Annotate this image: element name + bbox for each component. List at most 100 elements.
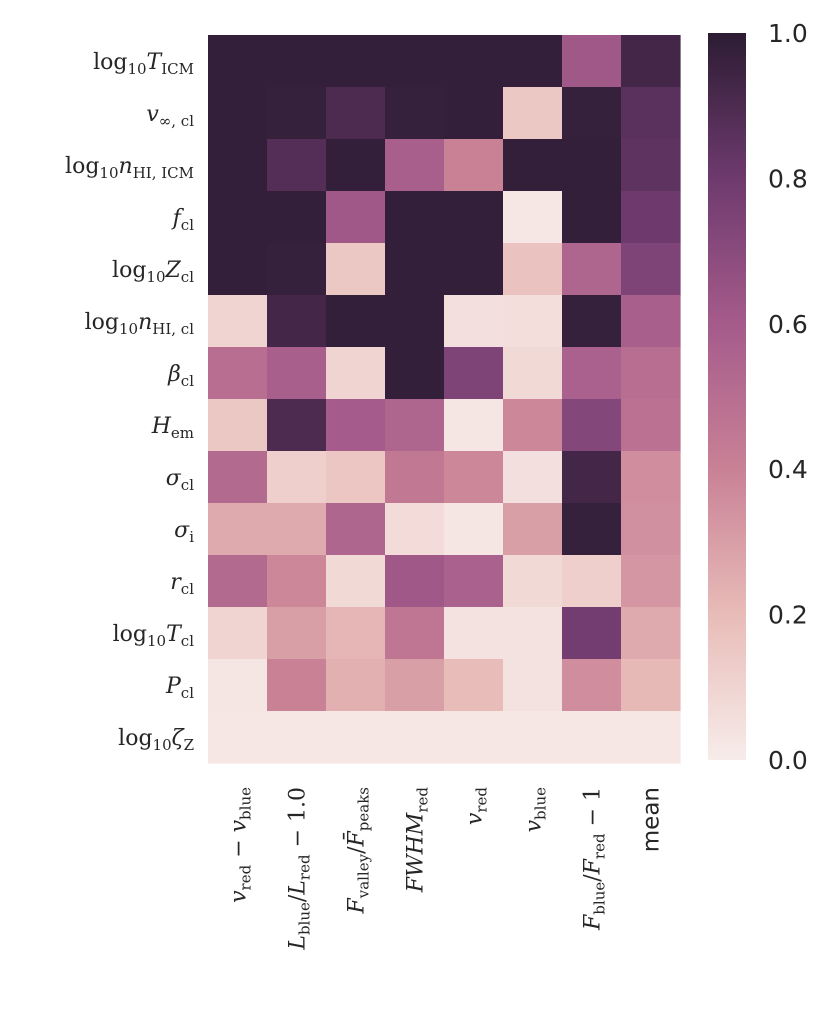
heatmap-cell-logn_cl-Lratio	[267, 295, 327, 348]
heatmap-cell-sigma_cl-FWHM	[385, 451, 445, 504]
heatmap-cell-P_cl-FWHM	[385, 659, 445, 712]
column-label-vblue: vblue​	[522, 787, 550, 832]
heatmap-cell-v_inf_cl-Fvalley	[326, 87, 386, 140]
heatmap-cell-v_inf_cl-Lratio	[267, 87, 327, 140]
heatmap-cell-v_inf_cl-vblue	[503, 87, 563, 140]
heatmap-cell-logn_ICM-Fvalley	[326, 139, 386, 192]
heatmap-cell-logn_cl-Fvalley	[326, 295, 386, 348]
heatmap-cell-r_cl-Lratio	[267, 555, 327, 608]
colorbar-tick-1-0: 1.0	[768, 19, 808, 48]
heatmap-cell-f_cl-Fratio	[562, 191, 622, 244]
heatmap-cell-logn_ICM-vblue	[503, 139, 563, 192]
column-label-vred: vred​	[463, 787, 491, 825]
heatmap-cell-beta_cl-Fratio	[562, 347, 622, 400]
heatmap-cell-r_cl-Fratio	[562, 555, 622, 608]
column-labels: vred​ − vblue​ Lblue​/Lred​ − 1.0 Fvalley​…	[227, 787, 665, 951]
heatmap-cell-beta_cl-vred_minus_vblue	[208, 347, 268, 400]
heatmap-cell-v_inf_cl-mean	[621, 87, 681, 140]
row-labels: log10​TICM​ v∞, cl​ log10​nHI, ICM​ fcl​ log…	[65, 50, 194, 754]
heatmap-cell-sigma_cl-Fvalley	[326, 451, 386, 504]
heatmap-cell-P_cl-vred_minus_vblue	[208, 659, 268, 712]
column-label-Fvalley: Fvalley​/F̄peaks​	[342, 787, 372, 915]
heatmap-cell-r_cl-Fvalley	[326, 555, 386, 608]
row-label-logT_cl: log10​Tcl​	[113, 622, 195, 650]
heatmap-cell-logzeta-Fratio	[562, 711, 622, 764]
colorbar-tick-0-2: 0.2	[768, 601, 808, 630]
heatmap-cell-H_em-vred_minus_vblue	[208, 399, 268, 452]
heatmap-cell-beta_cl-FWHM	[385, 347, 445, 400]
heatmap-cell-logn_cl-FWHM	[385, 295, 445, 348]
heatmap-cell-logT_cl-Fratio	[562, 607, 622, 660]
heatmap-cell-r_cl-vred	[444, 555, 504, 608]
heatmap-cell-P_cl-vblue	[503, 659, 563, 712]
row-label-beta_cl: βcl​	[167, 362, 194, 390]
colorbar-tick-0-4: 0.4	[768, 455, 808, 484]
heatmap-cell-sigma_cl-vred_minus_vblue	[208, 451, 268, 504]
heatmap-cell-logZ_cl-vred_minus_vblue	[208, 243, 268, 296]
heatmap-cell-P_cl-vred	[444, 659, 504, 712]
heatmap-cell-f_cl-vred	[444, 191, 504, 244]
heatmap-cell-v_inf_cl-vred_minus_vblue	[208, 87, 268, 140]
heatmap-cell-logzeta-mean	[621, 711, 681, 764]
heatmap-cell-H_em-Lratio	[267, 399, 327, 452]
heatmap-cell-logn_cl-mean	[621, 295, 681, 348]
heatmap-cell-f_cl-Lratio	[267, 191, 327, 244]
heatmap-cell-f_cl-vred_minus_vblue	[208, 191, 268, 244]
heatmap-cell-r_cl-vred_minus_vblue	[208, 555, 268, 608]
heatmap-cell-P_cl-Fvalley	[326, 659, 386, 712]
row-label-v_inf_cl: v∞, cl​	[146, 102, 194, 130]
heatmap-cell-v_inf_cl-vred	[444, 87, 504, 140]
heatmap-cell-sigma_i-vred_minus_vblue	[208, 503, 268, 556]
heatmap-cell-logT_cl-vblue	[503, 607, 563, 660]
heatmap-cell-logn_ICM-FWHM	[385, 139, 445, 192]
heatmap-cell-logn_cl-Fratio	[562, 295, 622, 348]
heatmap-cell-logZ_cl-Fratio	[562, 243, 622, 296]
heatmap-cell-sigma_i-FWHM	[385, 503, 445, 556]
heatmap-cell-beta_cl-Fvalley	[326, 347, 386, 400]
column-label-mean: mean	[639, 787, 665, 852]
heatmap-cell-beta_cl-vred	[444, 347, 504, 400]
heatmap-cell-H_em-Fratio	[562, 399, 622, 452]
heatmap-cell-logn_cl-vred_minus_vblue	[208, 295, 268, 348]
heatmap-cell-sigma_cl-Fratio	[562, 451, 622, 504]
heatmap-cell-logzeta-FWHM	[385, 711, 445, 764]
heatmap-cell-logT_ICM-vred_minus_vblue	[208, 35, 268, 88]
heatmap-cell-logn_cl-vblue	[503, 295, 563, 348]
heatmap-cell-sigma_cl-vred	[444, 451, 504, 504]
heatmap-cell-logT_ICM-vred	[444, 35, 504, 88]
row-label-H_em: Hem​	[151, 414, 194, 442]
heatmap-cell-logT_ICM-vblue	[503, 35, 563, 88]
heatmap-cell-logzeta-vblue	[503, 711, 563, 764]
heatmap-cell-r_cl-FWHM	[385, 555, 445, 608]
heatmap-cell-logzeta-vred	[444, 711, 504, 764]
heatmap-cell-logn_ICM-Fratio	[562, 139, 622, 192]
heatmap-cell-logn_cl-vred	[444, 295, 504, 348]
colorbar-tick-0-0: 0.0	[768, 746, 808, 775]
row-label-logzeta: log10​ζZ​	[118, 726, 194, 754]
heatmap-cell-logZ_cl-vblue	[503, 243, 563, 296]
heatmap-cell-H_em-vred	[444, 399, 504, 452]
heatmap-cell-P_cl-mean	[621, 659, 681, 712]
heatmap-cell-sigma_cl-Lratio	[267, 451, 327, 504]
heatmap-cell-P_cl-Lratio	[267, 659, 327, 712]
row-label-f_cl: fcl​	[171, 206, 195, 234]
heatmap-cell-logT_cl-Lratio	[267, 607, 327, 660]
heatmap-cell-logT_ICM-Fratio	[562, 35, 622, 88]
heatmap-cell-logZ_cl-mean	[621, 243, 681, 296]
colorbar-tick-0-6: 0.6	[768, 310, 808, 339]
heatmap-cell-logT_cl-vred_minus_vblue	[208, 607, 268, 660]
heatmap-cell-f_cl-mean	[621, 191, 681, 244]
heatmap-cells	[208, 35, 681, 764]
heatmap-cell-r_cl-mean	[621, 555, 681, 608]
heatmap-cell-sigma_i-Lratio	[267, 503, 327, 556]
heatmap-cell-logT_cl-Fvalley	[326, 607, 386, 660]
row-label-logZ_cl: log10​Zcl​	[112, 258, 194, 286]
heatmap-cell-logZ_cl-Lratio	[267, 243, 327, 296]
heatmap-cell-logzeta-Fvalley	[326, 711, 386, 764]
heatmap-cell-logT_ICM-Fvalley	[326, 35, 386, 88]
row-label-sigma_i: σi​	[174, 518, 194, 546]
heatmap-cell-logZ_cl-Fvalley	[326, 243, 386, 296]
heatmap-cell-sigma_i-vred	[444, 503, 504, 556]
heatmap-cell-sigma_i-Fvalley	[326, 503, 386, 556]
column-label-FWHM: FWHMred​	[404, 787, 432, 894]
